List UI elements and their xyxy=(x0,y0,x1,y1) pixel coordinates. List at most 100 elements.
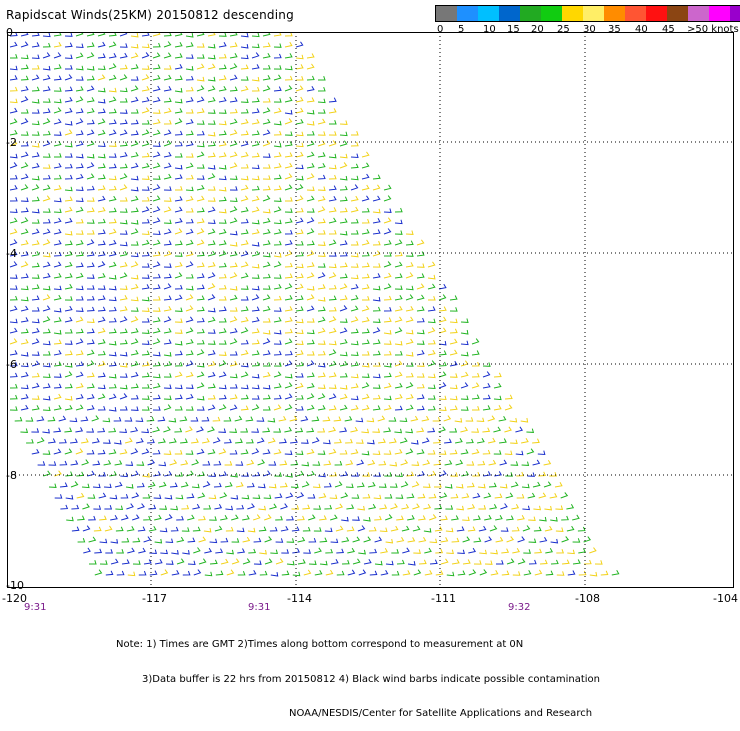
wind-barb xyxy=(306,448,315,455)
wind-barb xyxy=(97,163,106,169)
wind-barb xyxy=(99,560,108,565)
wind-barb xyxy=(361,262,370,268)
wind-barb xyxy=(75,52,84,59)
wind-barb xyxy=(289,415,298,422)
wind-barb xyxy=(311,416,320,422)
wind-barb xyxy=(367,439,375,445)
wind-barb xyxy=(54,470,62,477)
wind-barb xyxy=(429,538,438,544)
wind-barb xyxy=(231,514,239,521)
wind-barb xyxy=(383,340,392,345)
wind-barb xyxy=(130,283,139,290)
wind-barb xyxy=(143,559,152,565)
wind-barb xyxy=(240,175,249,181)
wind-barb xyxy=(218,384,227,390)
wind-barb xyxy=(317,350,326,356)
wind-barb xyxy=(229,118,238,125)
wind-barb xyxy=(152,251,161,257)
wind-barb xyxy=(484,514,492,521)
wind-barb xyxy=(460,371,469,378)
wind-barb xyxy=(594,560,603,565)
wind-barb xyxy=(163,228,172,235)
wind-barb xyxy=(229,428,238,433)
wind-barb xyxy=(174,108,183,114)
legend-swatch xyxy=(436,6,457,21)
wind-barb xyxy=(53,197,62,203)
wind-barb xyxy=(401,525,410,532)
wind-barb xyxy=(251,164,260,170)
wind-barb xyxy=(291,505,300,510)
wind-barb xyxy=(366,417,375,423)
wind-barb xyxy=(487,415,496,422)
wind-barb xyxy=(193,569,202,576)
wind-barb xyxy=(328,306,337,312)
wind-barb xyxy=(121,559,130,565)
wind-barb xyxy=(467,504,476,510)
wind-barb xyxy=(306,121,315,126)
wind-barb xyxy=(114,460,123,466)
wind-barb xyxy=(306,186,315,191)
wind-barb xyxy=(295,283,304,290)
wind-barb xyxy=(385,538,394,544)
wind-barb xyxy=(356,439,364,444)
legend-label: 15 xyxy=(507,24,520,35)
wind-barb xyxy=(25,417,34,422)
wind-barb xyxy=(53,285,62,291)
wind-barb xyxy=(361,273,370,279)
wind-barb xyxy=(108,261,117,268)
wind-barb xyxy=(20,162,29,169)
wind-barb xyxy=(86,383,95,389)
wind-barb xyxy=(130,296,139,302)
wind-barb xyxy=(240,316,249,323)
wind-barb xyxy=(297,536,306,543)
wind-barb xyxy=(401,503,410,510)
wind-barb xyxy=(31,338,40,345)
wind-barb xyxy=(544,505,553,511)
wind-barb xyxy=(427,450,436,455)
wind-barb xyxy=(197,492,206,499)
wind-barb xyxy=(460,318,469,323)
wind-barb xyxy=(86,285,95,290)
wind-barb xyxy=(75,338,84,345)
wind-barb xyxy=(163,119,172,125)
wind-barb xyxy=(152,426,161,433)
wind-barb xyxy=(163,426,171,433)
wind-barb xyxy=(240,240,249,246)
wind-barb xyxy=(303,549,311,554)
wind-barb xyxy=(119,250,128,257)
wind-barb xyxy=(214,503,223,510)
wind-barb xyxy=(248,548,257,554)
wind-barb xyxy=(567,549,575,555)
wind-barb xyxy=(130,219,139,225)
wind-barb xyxy=(9,41,18,48)
wind-barb xyxy=(383,283,392,290)
wind-barb xyxy=(53,118,62,125)
wind-barb xyxy=(262,350,271,356)
wind-barb xyxy=(240,184,249,191)
wind-barb xyxy=(444,460,453,466)
wind-barb xyxy=(218,371,227,378)
wind-barb xyxy=(92,438,100,444)
wind-barb xyxy=(141,43,150,49)
wind-barb xyxy=(262,427,271,433)
wind-barb xyxy=(207,43,216,49)
wind-barb xyxy=(218,448,227,455)
wind-barb xyxy=(262,42,271,48)
wind-barb xyxy=(108,207,117,213)
wind-barb xyxy=(339,185,348,191)
wind-barb xyxy=(180,438,188,444)
wind-barb xyxy=(9,98,18,104)
wind-barb xyxy=(218,228,227,235)
legend-label: 35 xyxy=(608,24,621,35)
wind-barb xyxy=(54,494,63,499)
wind-barb xyxy=(384,252,392,257)
wind-barb xyxy=(339,360,348,367)
wind-barb xyxy=(262,338,271,345)
wind-barb xyxy=(203,504,212,510)
wind-barb xyxy=(295,54,304,60)
wind-barb xyxy=(152,327,161,334)
wind-barb xyxy=(174,217,183,224)
wind-barb xyxy=(137,526,146,532)
wind-barb xyxy=(119,119,128,125)
wind-barb xyxy=(141,175,150,180)
